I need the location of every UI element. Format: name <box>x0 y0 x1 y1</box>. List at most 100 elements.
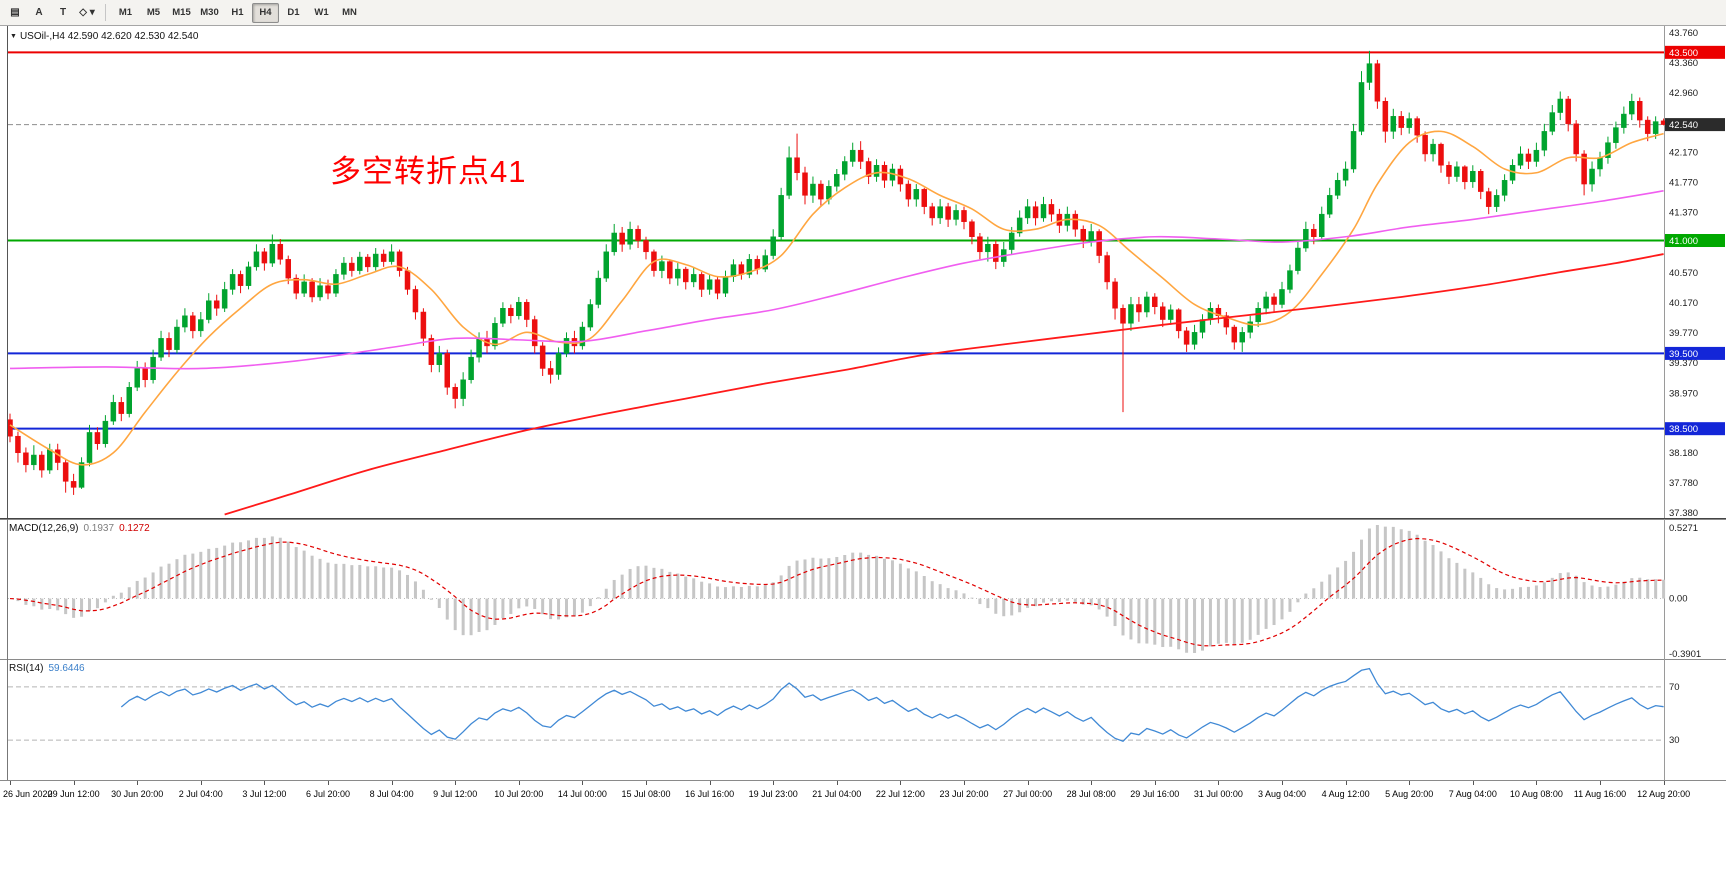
candle <box>683 266 689 290</box>
time-tick <box>264 781 266 785</box>
timeframe-W1[interactable]: W1 <box>308 3 335 23</box>
candle <box>929 202 935 226</box>
level-price-badge: 38.500 <box>1665 422 1725 436</box>
time-label: 19 Jul 23:00 <box>748 789 798 799</box>
candle <box>1501 174 1508 202</box>
time-tick <box>455 781 457 785</box>
candle <box>293 274 299 300</box>
text-tool[interactable]: T <box>51 3 75 23</box>
candle <box>1334 172 1341 200</box>
time-label: 5 Aug 20:00 <box>1385 789 1434 799</box>
timeframe-D1[interactable]: D1 <box>280 3 307 23</box>
indicators-icon[interactable]: ▤ <box>3 3 27 23</box>
candle <box>579 321 586 350</box>
candle <box>810 176 816 203</box>
candle <box>698 272 705 297</box>
candle <box>150 349 156 384</box>
timeframe-M15[interactable]: M15 <box>168 3 195 23</box>
price-tick-label: 37.380 <box>1669 508 1698 519</box>
timeframe-M1[interactable]: M1 <box>112 3 139 23</box>
shapes-tool[interactable]: ◇ ▾ <box>75 3 99 23</box>
timeframe-H1[interactable]: H1 <box>224 3 251 23</box>
rsi-panel[interactable]: 70 30 <box>0 659 1726 780</box>
cursor-tool[interactable]: A <box>27 3 51 23</box>
time-label: 27 Jul 00:00 <box>1003 789 1053 799</box>
candle <box>1048 199 1055 222</box>
candle <box>1398 111 1404 136</box>
macd-signal-value: 0.1272 <box>119 523 150 534</box>
candle <box>778 187 784 241</box>
timeframe-M30[interactable]: M30 <box>196 3 223 23</box>
candle <box>714 276 721 300</box>
price-tick-label: 43.760 <box>1669 28 1698 39</box>
macd-panel[interactable]: 0.5271 0.00 -0.3901 <box>0 519 1726 659</box>
chart-annotation: 多空转折点41 <box>330 154 527 189</box>
svg-text:38.500: 38.500 <box>1669 424 1698 435</box>
candle <box>1573 120 1579 162</box>
time-tick <box>1600 781 1601 785</box>
candle <box>31 445 37 471</box>
time-tick <box>836 781 838 785</box>
candle <box>508 304 514 324</box>
time-label: 22 Jul 12:00 <box>875 789 925 799</box>
candle <box>206 293 212 324</box>
candle <box>881 161 888 188</box>
candle <box>865 157 872 185</box>
candle <box>1128 296 1134 331</box>
price-tick-label: 40.570 <box>1669 268 1698 279</box>
candle <box>857 141 864 170</box>
moving-averages <box>9 130 1664 516</box>
candle <box>1271 293 1277 313</box>
time-label: 8 Jul 04:00 <box>369 789 414 799</box>
toolbar-separator <box>105 4 106 21</box>
candle <box>603 244 609 282</box>
candle <box>245 261 252 290</box>
candle <box>587 299 594 331</box>
price-chart-panel[interactable]: 43.76043.36042.96042.17041.77041.37040.9… <box>0 26 1726 519</box>
time-tick <box>1345 781 1347 785</box>
time-axis[interactable]: 26 Jun 2020 29 Jun 12:00 30 Jun 20:00 2 Jul… <box>0 780 1726 810</box>
candle <box>1557 91 1563 121</box>
candle <box>1342 161 1349 187</box>
candle <box>1390 108 1397 139</box>
price-tick-label: 43.360 <box>1669 58 1698 69</box>
candle <box>1104 251 1110 290</box>
candle <box>253 244 260 271</box>
time-tick <box>391 781 393 785</box>
candle <box>1279 281 1285 309</box>
candle <box>1319 206 1325 241</box>
candle <box>1541 123 1548 157</box>
candle <box>1120 304 1126 413</box>
candle <box>1493 189 1500 212</box>
candle <box>126 382 132 418</box>
candle <box>1382 97 1389 143</box>
svg-text:43.500: 43.500 <box>1669 48 1698 59</box>
candle <box>70 473 77 495</box>
candle <box>229 269 236 295</box>
time-tick <box>646 781 647 785</box>
candle <box>961 206 967 230</box>
candle <box>1589 161 1595 192</box>
mid-ma-line <box>9 190 1664 370</box>
timeframe-M5[interactable]: M5 <box>140 3 167 23</box>
candle <box>1621 106 1627 134</box>
timeframe-MN[interactable]: MN <box>336 3 363 23</box>
time-label: 7 Aug 04:00 <box>1448 789 1497 799</box>
candle <box>174 319 180 354</box>
current-price-badge: 42.540 <box>1665 118 1725 132</box>
time-label: 30 Jun 20:00 <box>111 789 164 799</box>
price-tick-label: 40.170 <box>1669 298 1698 309</box>
price-tick-label: 41.770 <box>1669 178 1698 189</box>
timeframe-H4[interactable]: H4 <box>252 2 279 23</box>
candle <box>937 199 943 224</box>
candle <box>643 236 649 260</box>
candle <box>1366 50 1373 90</box>
time-label: 28 Jul 08:00 <box>1066 789 1116 799</box>
candle <box>897 165 904 192</box>
level-price-badge: 43.500 <box>1665 45 1725 59</box>
candle <box>834 169 840 192</box>
chart-dropdown-icon[interactable]: ▼ <box>10 33 17 40</box>
timeframe-buttons: M1 M5 M15 M30 H1 H4 D1 W1 MN <box>112 2 363 23</box>
candle <box>460 372 466 407</box>
candle <box>1072 210 1079 237</box>
